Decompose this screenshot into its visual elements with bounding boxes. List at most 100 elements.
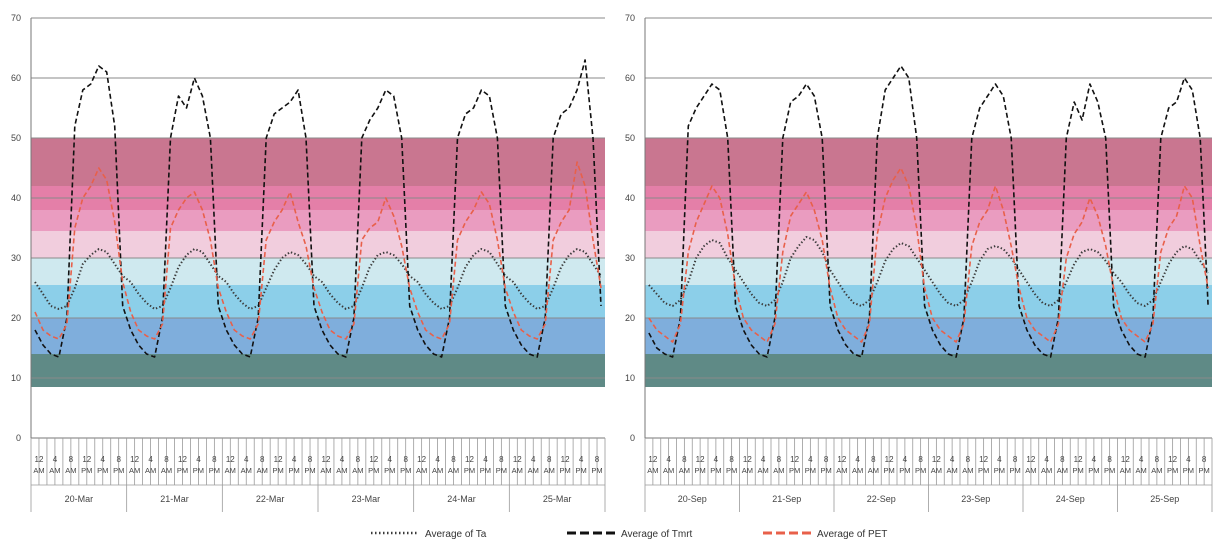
x-tick-hour-label: 12 [696,455,705,464]
x-day-label: 25-Mar [543,494,572,504]
x-tick-hour-label: 4 [666,455,671,464]
x-tick-hour-label: 12 [1074,455,1083,464]
thermal-band-1 [31,354,605,387]
x-tick-ampm-label: PM [384,466,395,475]
thermal-band-6 [645,210,1212,231]
x-tick-ampm-label: PM [304,466,315,475]
x-tick-ampm-label: PM [695,466,706,475]
x-tick-ampm-label: AM [647,466,658,475]
x-tick-ampm-label: PM [789,466,800,475]
x-tick-ampm-label: PM [1199,466,1210,475]
x-day-label: 23-Mar [352,494,381,504]
y-tick-label: 10 [625,373,635,383]
x-tick-hour-label: 8 [212,455,217,464]
x-tick-hour-label: 12 [648,455,657,464]
x-tick-ampm-label: AM [1041,466,1052,475]
x-day-label: 20-Sep [678,494,707,504]
x-tick-hour-label: 12 [82,455,91,464]
thermal-band-1 [645,354,1212,387]
x-tick-hour-label: 4 [292,455,297,464]
x-tick-hour-label: 12 [885,455,894,464]
thermal-band-8 [645,138,1212,186]
x-tick-hour-label: 12 [1168,455,1177,464]
y-tick-label: 40 [625,193,635,203]
x-tick-ampm-label: AM [65,466,76,475]
x-tick-ampm-label: PM [560,466,571,475]
x-tick-ampm-label: PM [899,466,910,475]
y-tick-label: 60 [625,73,635,83]
x-day-label: 23-Sep [961,494,990,504]
y-tick-label: 30 [11,253,21,263]
x-tick-hour-label: 8 [966,455,971,464]
chart-panel-2 [644,17,1213,512]
x-tick-hour-label: 4 [483,455,488,464]
x-day-label: 21-Sep [772,494,801,504]
x-tick-ampm-label: AM [448,466,459,475]
thermal-band-5 [31,231,605,258]
x-tick-hour-label: 8 [451,455,456,464]
x-tick-hour-label: 4 [761,455,766,464]
x-tick-hour-label: 4 [53,455,58,464]
x-tick-hour-label: 12 [1121,455,1130,464]
legend-label: Average of Ta [425,529,487,540]
x-tick-ampm-label: PM [1104,466,1115,475]
x-tick-ampm-label: PM [400,466,411,475]
x-tick-hour-label: 12 [513,455,522,464]
x-tick-hour-label: 4 [244,455,249,464]
x-tick-ampm-label: PM [193,466,204,475]
x-tick-ampm-label: AM [257,466,268,475]
series-line-average-of-tmrt [34,59,602,358]
x-tick-ampm-label: AM [512,466,523,475]
x-tick-ampm-label: PM [1010,466,1021,475]
x-tick-hour-label: 12 [979,455,988,464]
thermal-band-5 [645,231,1212,258]
x-tick-hour-label: 4 [950,455,955,464]
x-tick-hour-label: 4 [435,455,440,464]
x-tick-ampm-label: AM [868,466,879,475]
x-tick-ampm-label: PM [480,466,491,475]
x-tick-hour-label: 12 [932,455,941,464]
x-tick-hour-label: 8 [871,455,876,464]
x-tick-hour-label: 4 [997,455,1002,464]
x-tick-hour-label: 4 [1186,455,1191,464]
chart-panel-1 [30,17,606,512]
x-tick-ampm-label: AM [1057,466,1068,475]
x-tick-hour-label: 12 [35,455,44,464]
x-tick-hour-label: 4 [340,455,345,464]
x-tick-ampm-label: AM [225,466,236,475]
x-tick-ampm-label: AM [1025,466,1036,475]
x-tick-ampm-label: PM [273,466,284,475]
series-line-average-of-pet [34,161,602,340]
x-tick-ampm-label: PM [710,466,721,475]
thermal-band-6 [31,210,605,231]
x-day-label: 22-Sep [867,494,896,504]
x-tick-ampm-label: PM [288,466,299,475]
x-tick-ampm-label: PM [726,466,737,475]
x-tick-hour-label: 8 [116,455,121,464]
x-tick-hour-label: 8 [308,455,313,464]
x-tick-ampm-label: PM [97,466,108,475]
x-day-label: 21-Mar [160,494,189,504]
y-tick-label: 70 [625,13,635,23]
x-tick-ampm-label: AM [33,466,44,475]
x-tick-hour-label: 8 [1202,455,1207,464]
x-tick-hour-label: 8 [1107,455,1112,464]
x-tick-hour-label: 12 [561,455,570,464]
x-tick-hour-label: 8 [595,455,600,464]
x-tick-ampm-label: AM [161,466,172,475]
thermal-band-8 [31,138,605,186]
y-tick-label: 50 [625,133,635,143]
x-tick-ampm-label: AM [1151,466,1162,475]
x-tick-ampm-label: AM [129,466,140,475]
x-tick-ampm-label: PM [591,466,602,475]
x-tick-hour-label: 8 [918,455,923,464]
x-day-label: 25-Sep [1150,494,1179,504]
x-tick-ampm-label: AM [962,466,973,475]
x-tick-hour-label: 12 [837,455,846,464]
x-tick-ampm-label: PM [368,466,379,475]
x-tick-hour-label: 8 [729,455,734,464]
y-tick-label: 70 [11,13,21,23]
x-tick-ampm-label: PM [994,466,1005,475]
x-tick-ampm-label: PM [884,466,895,475]
